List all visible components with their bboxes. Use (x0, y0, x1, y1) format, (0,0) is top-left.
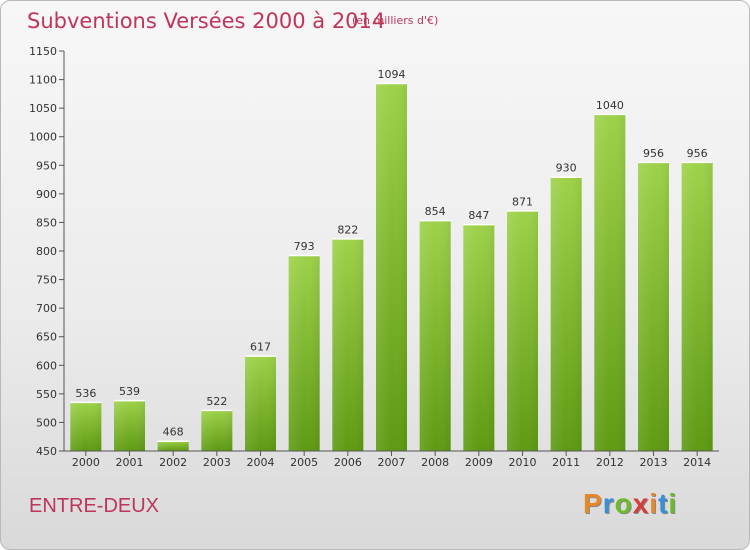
bar-shade (157, 440, 189, 451)
logo-letter: P (583, 488, 603, 519)
chart-title: Subventions Versées 2000 à 2014 (27, 9, 386, 33)
proxiti-logo[interactable]: Proxiti (583, 488, 693, 524)
x-tick-label: 2011 (552, 456, 580, 469)
y-tick-label: 750 (36, 274, 57, 287)
bar-value-label: 536 (75, 387, 96, 400)
x-tick-label: 2000 (72, 456, 100, 469)
unit-note: (en milliers d'€) (352, 14, 439, 27)
y-tick-label: 800 (36, 245, 57, 258)
bar-shade (245, 355, 276, 451)
x-tick-label: 2002 (159, 456, 187, 469)
bar-value-label: 793 (294, 240, 315, 253)
x-axis: 2000 2001 2002 2003 2004 2005 2006 2007 2008 2009… (64, 450, 719, 469)
bar-value-label: 468 (163, 426, 184, 439)
commune-name: ENTRE-DEUX (29, 495, 160, 517)
y-tick-label: 700 (36, 302, 57, 315)
y-tick-label: 650 (36, 331, 57, 344)
bar-value-label: 956 (643, 147, 664, 160)
logo-letter: t (658, 488, 669, 519)
bar-shade (201, 409, 233, 451)
bar-value-label: 539 (119, 385, 140, 398)
logo-letter: i (668, 488, 678, 519)
y-tick-label: 1150 (29, 45, 57, 58)
bar-shade (594, 113, 626, 451)
bar-shade (550, 176, 582, 451)
y-tick-label: 600 (36, 359, 57, 372)
logo-letter: r (602, 488, 615, 519)
y-tick-label: 1000 (29, 131, 57, 144)
x-tick-label: 2003 (203, 456, 231, 469)
bar-value-label: 617 (250, 341, 271, 354)
logo-letter: x (632, 488, 650, 519)
bar-value-label: 854 (425, 205, 446, 218)
y-tick-label: 900 (36, 188, 57, 201)
y-tick-label: 1050 (29, 102, 57, 115)
logo-letter: o (614, 488, 633, 519)
y-tick-label: 1100 (29, 74, 57, 87)
bar-value-label: 930 (556, 162, 577, 175)
x-tick-label: 2006 (334, 456, 362, 469)
x-tick-label: 2001 (116, 456, 144, 469)
bar-shade (507, 210, 538, 451)
x-tick-label: 2008 (421, 456, 449, 469)
bar-value-label: 1040 (596, 99, 624, 112)
bar-value-label: 847 (468, 209, 489, 222)
y-tick-label: 500 (36, 416, 57, 429)
bar-shade (376, 83, 407, 451)
logo-letter: i (649, 488, 659, 519)
bar-value-label: 1094 (378, 68, 406, 81)
bar-shade (288, 255, 320, 451)
y-tick-label: 950 (36, 159, 57, 172)
y-tick-label: 450 (36, 445, 57, 458)
bar-shade (70, 401, 102, 451)
x-tick-label: 2004 (247, 456, 275, 469)
bar-shade (114, 400, 145, 451)
bar-shade (638, 161, 669, 451)
bar-value-label: 956 (687, 147, 708, 160)
x-tick-label: 2013 (640, 456, 668, 469)
bar-value-label: 522 (206, 395, 227, 408)
x-tick-label: 2007 (378, 456, 406, 469)
bar-value-label: 822 (337, 223, 358, 236)
x-tick-label: 2014 (683, 456, 711, 469)
x-tick-label: 2010 (509, 456, 537, 469)
y-tick-label: 850 (36, 216, 57, 229)
y-axis: 450 500 550 600 650 700 750 800 850 900 950 1000 105… (29, 45, 65, 458)
x-tick-label: 2005 (290, 456, 318, 469)
x-tick-label: 2009 (465, 456, 493, 469)
bar-shade (332, 238, 364, 451)
bar-value-label: 871 (512, 195, 533, 208)
bar-shade (681, 161, 713, 451)
bar-shade (419, 220, 451, 451)
bar-shade (463, 224, 495, 451)
bars: 536 539 468 522 617 793 822 1094 854 847 871 930 104… (70, 68, 713, 451)
x-tick-label: 2012 (596, 456, 624, 469)
y-tick-label: 550 (36, 388, 57, 401)
